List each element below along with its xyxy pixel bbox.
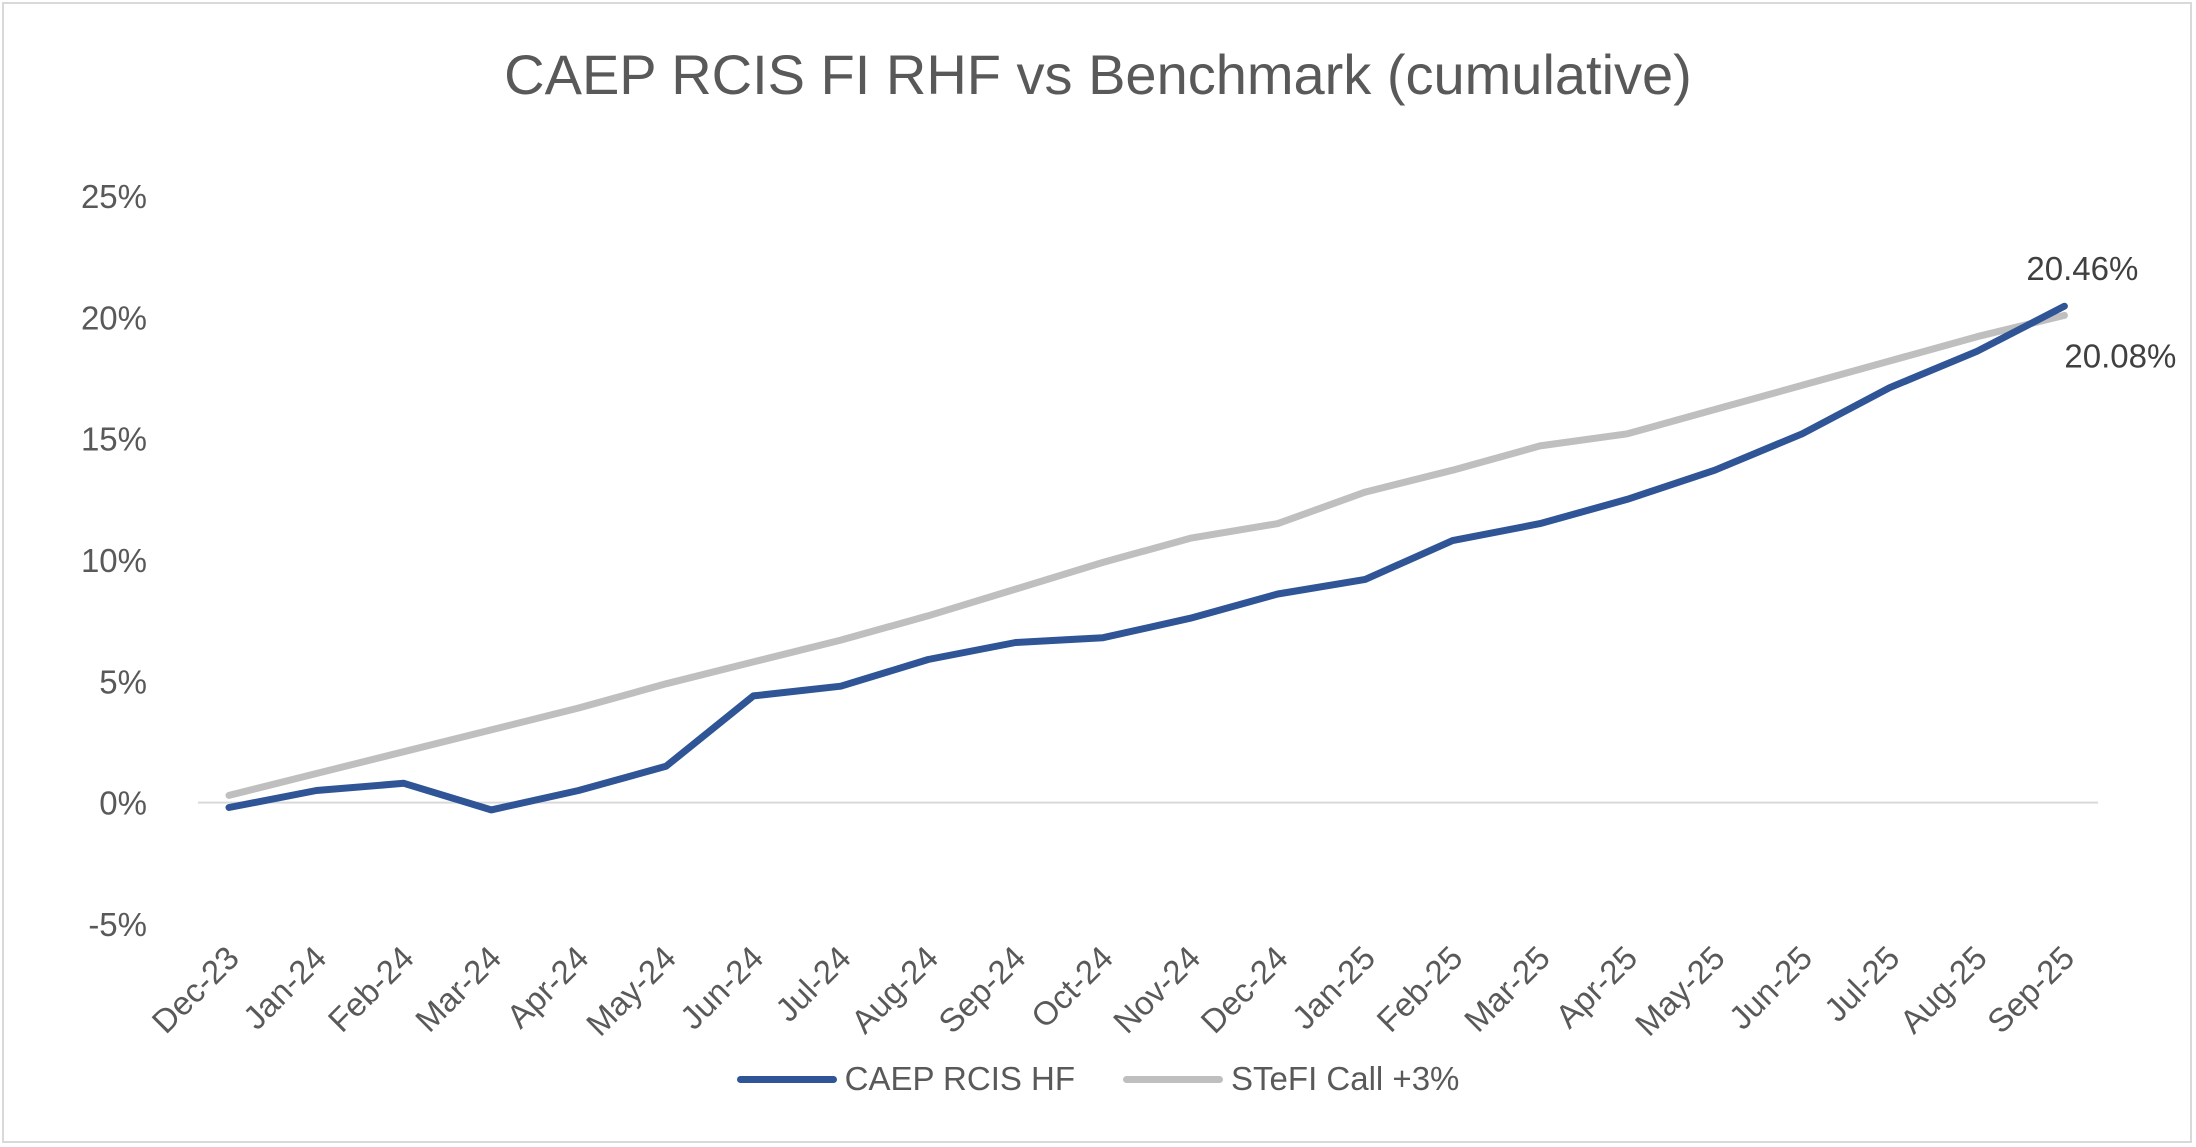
- data-labels: 20.46% 20.08%: [2026, 250, 2176, 374]
- legend-label-caep-rcis-hf: CAEP RCIS HF: [844, 1060, 1076, 1097]
- x-tick-label: Aug-25: [1893, 939, 1994, 1040]
- y-tick-label: 5%: [99, 663, 147, 700]
- x-tick-label: Dec-24: [1193, 939, 1294, 1040]
- y-tick-label: -5%: [88, 906, 147, 943]
- x-tick-label: Oct-24: [1024, 939, 1120, 1035]
- data-label: 20.46%: [2026, 250, 2138, 287]
- legend-item-stefi-call[interactable]: STeFI Call +3%: [1123, 1060, 1459, 1098]
- x-tick-label: Jun-24: [673, 939, 771, 1037]
- y-tick-label: 20%: [81, 299, 147, 336]
- legend-swatch-caep-rcis-hf: [736, 1075, 837, 1083]
- x-tick-label: Feb-24: [321, 939, 421, 1039]
- y-tick-label: 10%: [81, 542, 147, 579]
- series-line-stefi-call-3[interactable]: [225, 311, 2068, 799]
- y-tick-label: 0%: [99, 785, 147, 822]
- chart-title: CAEP RCIS FI RHF vs Benchmark (cumulativ…: [504, 43, 1692, 106]
- x-tick-label: Mar-24: [408, 939, 508, 1039]
- data-label: 20.08%: [2064, 337, 2176, 374]
- legend-swatch-stefi-call: [1123, 1075, 1224, 1083]
- series-lines: [225, 302, 2068, 814]
- y-axis: -5% 0% 5% 10% 15% 20% 25%: [81, 178, 147, 943]
- legend: CAEP RCIS HF STeFI Call +3%: [0, 1060, 2196, 1098]
- x-tick-label: Jan-25: [1285, 939, 1383, 1037]
- x-tick-label: Jun-25: [1722, 939, 1820, 1037]
- x-tick-label: Jan-24: [236, 939, 334, 1037]
- x-tick-label: Apr-24: [499, 939, 595, 1035]
- y-tick-label: 25%: [81, 178, 147, 215]
- legend-label-stefi-call: STeFI Call +3%: [1231, 1060, 1460, 1097]
- x-tick-label: Sep-24: [931, 939, 1032, 1040]
- series-line-caep-rcis-hf[interactable]: [225, 302, 2068, 814]
- x-tick-label: Nov-24: [1106, 939, 1207, 1040]
- x-tick-label: Mar-25: [1457, 939, 1557, 1039]
- x-tick-label: Dec-23: [145, 939, 246, 1040]
- x-tick-label: Sep-25: [1980, 939, 2081, 1040]
- x-tick-label: Feb-25: [1369, 939, 1469, 1039]
- x-tick-label: Apr-25: [1548, 939, 1644, 1035]
- x-tick-label: May-25: [1628, 939, 1732, 1043]
- x-tick-label: May-24: [579, 939, 683, 1043]
- y-tick-label: 15%: [81, 421, 147, 458]
- legend-item-caep-rcis-hf[interactable]: CAEP RCIS HF: [736, 1060, 1076, 1098]
- x-axis: Dec-23Jan-24Feb-24Mar-24Apr-24May-24Jun-…: [145, 939, 2082, 1043]
- x-tick-label: Aug-24: [844, 939, 945, 1040]
